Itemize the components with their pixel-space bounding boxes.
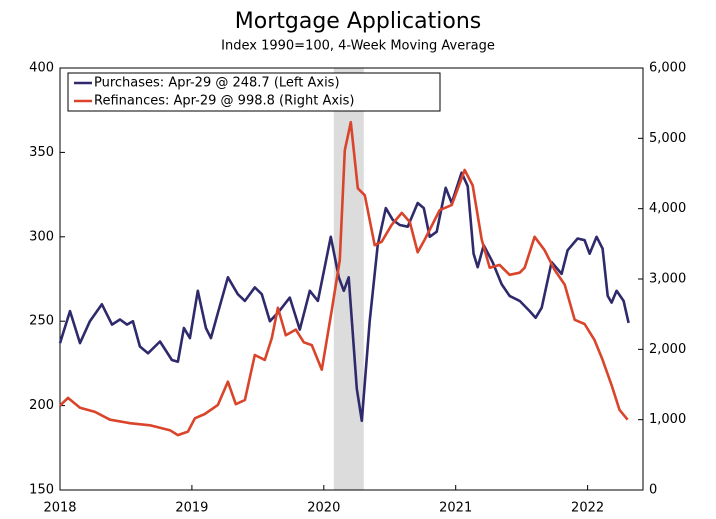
series-line [59,120,629,437]
x-tick-label: 2021 [439,501,472,516]
x-tick-label: 2020 [307,501,340,516]
y-tick-label: 200 [29,398,54,413]
chart-title: Mortgage Applications [235,9,481,34]
y2-tick-label: 0 [649,483,657,498]
y2-tick-label: 2,000 [649,342,686,357]
y-tick-label: 300 [29,229,54,244]
y-tick-label: 150 [29,483,54,498]
x-tick-label: 2022 [571,501,604,516]
x-tick-label: 2018 [43,501,76,516]
y2-tick-label: 1,000 [649,412,686,427]
y2-tick-label: 6,000 [649,61,686,76]
legend-label: Refinances: Apr-29 @ 998.8 (Right Axis) [94,94,355,109]
y-tick-label: 250 [29,314,54,329]
series-line [58,171,630,423]
y2-tick-label: 3,000 [649,272,686,287]
y2-tick-label: 4,000 [649,201,686,216]
y2-tick-label: 5,000 [649,131,686,146]
y-tick-label: 400 [29,61,54,76]
chart-subtitle: Index 1990=100, 4-Week Moving Average [221,39,495,54]
y-tick-label: 350 [29,145,54,160]
x-tick-label: 2019 [175,501,208,516]
legend-box [67,72,441,112]
legend-label: Purchases: Apr-29 @ 248.7 (Left Axis) [94,76,340,91]
